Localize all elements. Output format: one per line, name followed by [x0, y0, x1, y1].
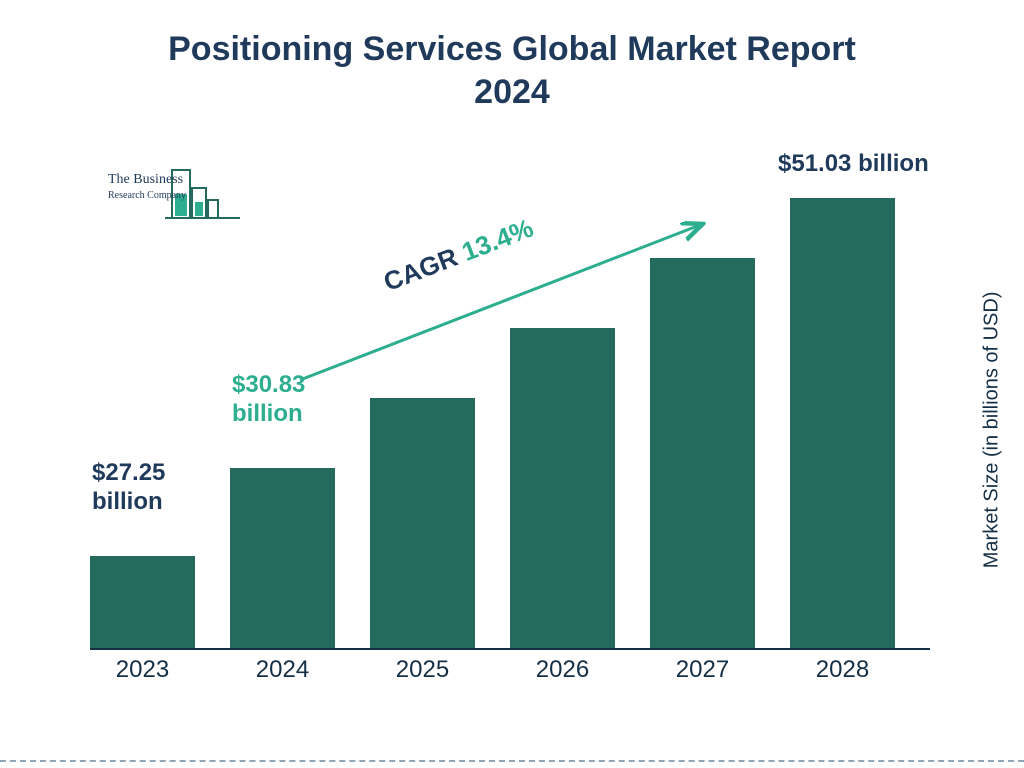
- title-line-1: Positioning Services Global Market Repor…: [0, 28, 1024, 71]
- bar-2025: [370, 398, 475, 648]
- value-label-0: $27.25billion: [92, 459, 165, 517]
- x-axis-line: [90, 648, 930, 650]
- x-label-2024: 2024: [218, 656, 348, 684]
- x-label-2027: 2027: [638, 656, 768, 684]
- x-label-2028: 2028: [778, 656, 908, 684]
- value-label-1: $30.83billion: [232, 371, 305, 429]
- bar-2026: [510, 328, 615, 648]
- title-line-2: 2024: [0, 71, 1024, 114]
- y-axis-label: Market Size (in billions of USD): [981, 292, 1004, 569]
- x-label-2023: 2023: [78, 656, 208, 684]
- bottom-dashed-divider: [0, 760, 1024, 762]
- value-label-2: $51.03 billion: [778, 150, 929, 179]
- bar-2024: [230, 468, 335, 648]
- x-label-2026: 2026: [498, 656, 628, 684]
- bar-2023: [90, 556, 195, 648]
- bar-2027: [650, 258, 755, 648]
- x-label-2025: 2025: [358, 656, 488, 684]
- chart-title: Positioning Services Global Market Repor…: [0, 28, 1024, 113]
- bar-2028: [790, 198, 895, 648]
- chart-container: Positioning Services Global Market Repor…: [0, 0, 1024, 768]
